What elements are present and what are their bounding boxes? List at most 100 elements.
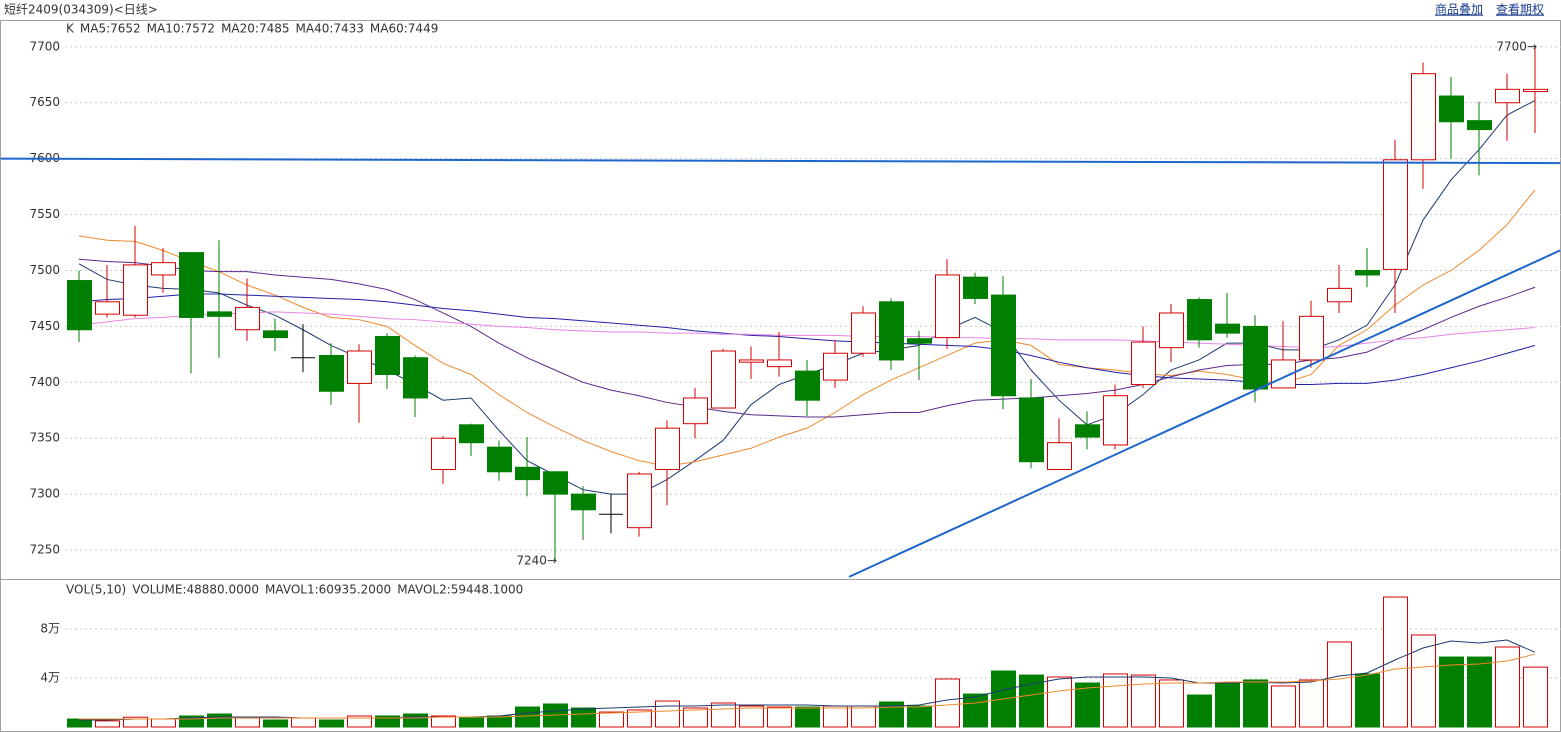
y-tick-label: 7400 [29,375,60,389]
candle-body [1075,424,1100,438]
y-tick-label: 7350 [29,431,60,445]
y-tick-label: 4万 [40,671,60,685]
candle-body [1243,325,1268,390]
y-tick-label: 7700 [29,39,60,53]
candle-body [207,311,232,317]
candle-body [935,274,960,339]
candle-body [95,301,120,315]
volume-bar [459,717,484,728]
candle-body [879,301,904,361]
candle-body [1187,299,1212,341]
candle-body [1131,341,1156,386]
volume-bar [599,711,624,728]
volume-bar [1467,656,1492,728]
legend-entry: MAVOL2:59448.1000 [397,583,523,597]
volume-bar [683,707,708,728]
legend-entry: MA10:7572 [147,22,215,36]
candle-body [179,252,204,318]
volume-bar [235,717,260,728]
volume-bar [319,719,344,728]
title: 短纤2409(034309)<日线> [4,3,158,17]
volume-bar [1355,673,1380,728]
volume-bar [627,709,652,728]
volume-bar [1047,676,1072,728]
volume-bar [1243,679,1268,728]
y-tick-label: 7450 [29,319,60,333]
drawn-line [848,249,1561,578]
candle-body [1103,395,1128,446]
candle-body [235,306,260,331]
candle-body [1383,159,1408,270]
candle-body [627,473,652,529]
volume-bar [711,702,736,728]
volume-bar [851,705,876,728]
volume-bar [95,720,120,728]
candle-body [375,335,400,375]
volume-bar [1159,679,1184,728]
volume-bar [1131,674,1156,728]
candle-body [907,338,932,344]
volume-bar [1411,634,1436,728]
legend-entry: MA20:7485 [221,22,289,36]
volume-bar [375,715,400,728]
volume-bar [935,678,960,728]
overlay-link[interactable]: 商品叠加 [1435,2,1483,17]
candle-body [1411,73,1436,161]
candle-body [151,262,176,276]
legend-entry: MA40:7433 [296,22,364,36]
volume-bar [739,705,764,728]
candle-body [711,350,736,409]
candle-body [1047,442,1072,471]
candle-body [123,264,148,316]
volume-bar [515,706,540,728]
volume-bar [1075,682,1100,728]
volume-bar [151,718,176,728]
candle-body [515,466,540,481]
candle-body [1439,95,1464,123]
candle-body [431,437,456,471]
volume-bar [179,715,204,728]
volume-bar [1327,641,1352,728]
candle-body [487,446,512,473]
volume-bar [1271,685,1296,728]
legend-entry: MA5:7652 [80,22,141,36]
legend-entry: MAVOL1:60935.2000 [265,583,391,597]
candle-body [263,330,288,339]
options-link[interactable]: 查看期权 [1496,3,1544,17]
candle-body [347,350,372,384]
volume-bar [1215,682,1240,728]
candle-body [459,424,484,444]
volume-bar [571,707,596,728]
candle-body [823,352,848,381]
y-tick-label: 7550 [29,207,60,221]
candle-body [1299,315,1324,361]
volume-bar [487,715,512,728]
volume-bar [1439,656,1464,728]
candle-body [1467,120,1492,131]
y-tick-label: 8万 [40,622,60,636]
panel-label: K [66,22,75,36]
volume-bar [655,700,680,728]
volume-bar [1299,679,1324,728]
volume-bar [795,706,820,728]
volume-bar [123,716,148,728]
y-tick-label: 7250 [29,543,60,557]
volume-bar [291,717,316,728]
high-annotation: 7700→ [1496,39,1537,53]
volume-bar [767,706,792,728]
volume-bar [403,713,428,728]
candle-body [319,354,344,392]
candle-body [1327,287,1352,303]
candle-body [963,276,988,299]
ma-line [79,653,1536,720]
volume-bar [1187,694,1212,728]
y-tick-label: 7650 [29,95,60,109]
candle-body [795,370,820,401]
volume-bar [1383,596,1408,728]
candle-body [571,493,596,511]
legend-entry: MA60:7449 [370,22,438,36]
volume-bar [347,715,372,728]
candle-body [543,471,568,495]
volume-bar [207,713,232,728]
